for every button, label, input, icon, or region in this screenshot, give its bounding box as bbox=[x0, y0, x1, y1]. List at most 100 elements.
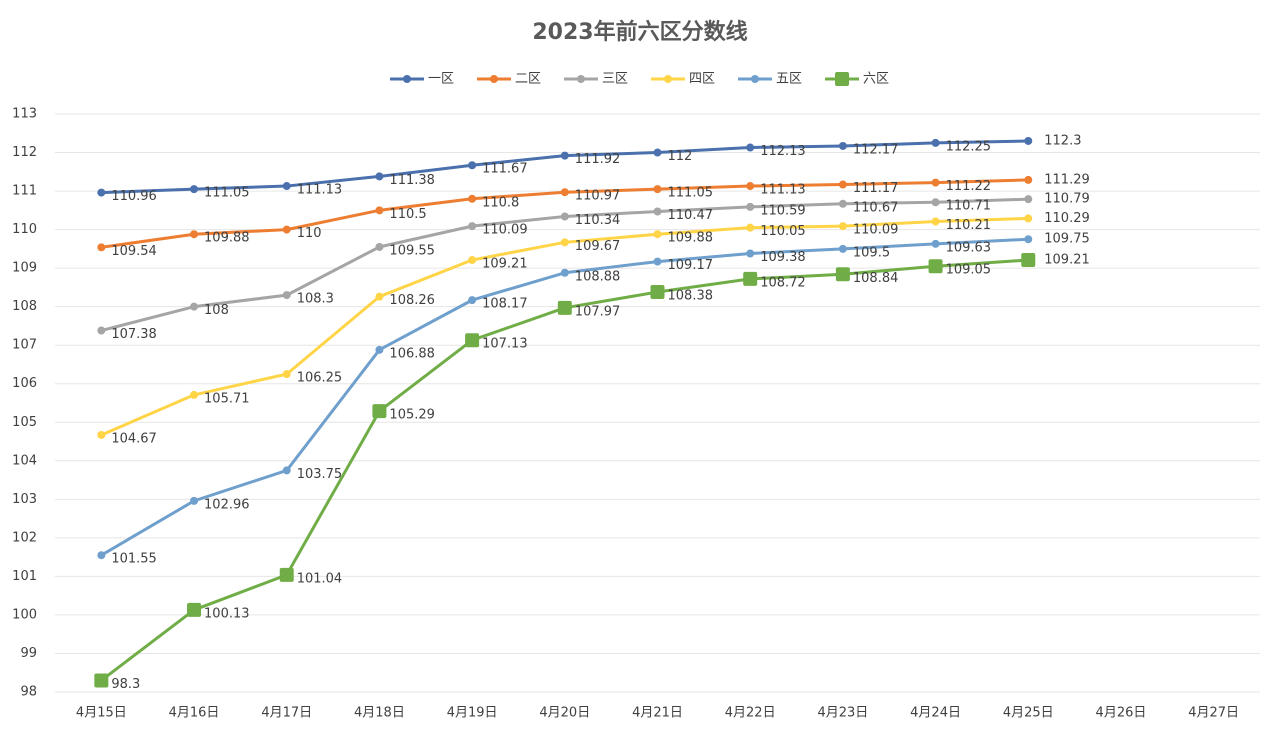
marker bbox=[468, 222, 477, 231]
data-label: 109.88 bbox=[668, 231, 714, 246]
legend-marker bbox=[403, 75, 411, 83]
x-tick-label: 4月21日 bbox=[632, 706, 683, 721]
legend-marker bbox=[751, 75, 759, 83]
data-label: 109.63 bbox=[946, 240, 992, 255]
data-label: 109.67 bbox=[575, 239, 621, 254]
x-tick-label: 4月22日 bbox=[725, 706, 776, 721]
y-tick-label: 98 bbox=[20, 685, 37, 700]
marker bbox=[931, 138, 940, 147]
marker bbox=[653, 257, 662, 266]
data-label: 106.88 bbox=[389, 346, 435, 361]
data-label: 108.84 bbox=[853, 271, 899, 286]
marker bbox=[282, 466, 291, 475]
marker bbox=[928, 259, 943, 274]
data-label: 112.13 bbox=[760, 144, 806, 159]
marker bbox=[190, 496, 199, 505]
marker bbox=[1024, 195, 1033, 204]
data-label: 110.97 bbox=[575, 189, 621, 204]
legend-item: 二区 bbox=[477, 72, 541, 87]
data-label: 111.13 bbox=[297, 183, 343, 198]
data-label: 107.38 bbox=[111, 327, 157, 342]
x-tick-label: 4月25日 bbox=[1003, 706, 1054, 721]
y-tick-label: 104 bbox=[12, 453, 37, 468]
marker bbox=[560, 268, 569, 277]
data-label: 110.96 bbox=[111, 189, 157, 204]
legend-marker bbox=[577, 75, 585, 83]
legend-label: 四区 bbox=[689, 72, 715, 87]
marker bbox=[279, 567, 294, 582]
data-label: 111.67 bbox=[482, 162, 527, 177]
marker bbox=[838, 222, 847, 231]
marker bbox=[746, 182, 755, 191]
data-label: 110.09 bbox=[482, 223, 527, 238]
data-label: 110.8 bbox=[482, 195, 519, 210]
marker bbox=[1024, 136, 1033, 145]
legend-item: 三区 bbox=[564, 72, 628, 87]
marker bbox=[187, 602, 202, 617]
marker bbox=[746, 202, 755, 211]
marker bbox=[560, 238, 569, 247]
marker bbox=[97, 551, 106, 560]
marker bbox=[653, 185, 662, 194]
data-label: 104.67 bbox=[111, 431, 157, 446]
data-label: 111.05 bbox=[204, 186, 250, 201]
y-tick-label: 100 bbox=[12, 607, 37, 622]
data-label: 112.25 bbox=[946, 139, 992, 154]
data-label: 110.29 bbox=[1044, 211, 1090, 226]
data-label: 111.13 bbox=[760, 183, 806, 198]
data-label: 110.67 bbox=[853, 200, 899, 215]
marker bbox=[560, 212, 569, 221]
marker bbox=[560, 151, 569, 160]
x-tick-label: 4月23日 bbox=[817, 706, 868, 721]
data-label: 108.17 bbox=[482, 297, 527, 312]
data-label: 110 bbox=[297, 226, 322, 241]
data-label: 108.72 bbox=[760, 275, 806, 290]
marker bbox=[97, 243, 106, 252]
marker bbox=[465, 333, 480, 348]
data-label: 100.13 bbox=[204, 606, 250, 621]
data-label: 112 bbox=[668, 149, 693, 164]
data-label: 108.3 bbox=[297, 292, 334, 307]
data-label: 110.5 bbox=[389, 207, 426, 222]
data-label: 109.55 bbox=[389, 243, 435, 258]
series: 104.67 105.71 106.25 108.26 109.21 109.67 109.… bbox=[97, 211, 1090, 446]
marker bbox=[468, 194, 477, 203]
y-tick-label: 111 bbox=[12, 184, 37, 199]
data-label: 105.29 bbox=[389, 408, 435, 423]
data-label: 110.21 bbox=[946, 218, 992, 233]
marker bbox=[94, 673, 109, 688]
marker bbox=[557, 300, 572, 315]
y-tick-label: 109 bbox=[12, 261, 37, 276]
legend-label: 三区 bbox=[602, 72, 628, 87]
marker bbox=[560, 188, 569, 197]
y-tick-label: 113 bbox=[12, 107, 37, 122]
data-label: 109.88 bbox=[204, 231, 250, 246]
data-label: 111.05 bbox=[668, 186, 714, 201]
marker bbox=[743, 271, 758, 286]
series: 107.38 108 108.3 109.55 110.09 110.34 110.47 11… bbox=[97, 192, 1090, 342]
marker bbox=[468, 256, 477, 265]
marker bbox=[97, 188, 106, 197]
marker bbox=[838, 180, 847, 189]
data-label: 111.22 bbox=[946, 179, 992, 194]
y-tick-label: 112 bbox=[12, 145, 37, 160]
data-label: 109.75 bbox=[1044, 232, 1090, 247]
legend-item: 四区 bbox=[651, 72, 715, 87]
y-tick-label: 105 bbox=[12, 415, 37, 430]
marker bbox=[931, 217, 940, 226]
legend-label: 一区 bbox=[428, 72, 454, 87]
marker bbox=[375, 172, 384, 181]
series: 98.3 100.13 101.04 105.29 107.13 107.97 108.38… bbox=[94, 253, 1090, 692]
marker bbox=[650, 285, 665, 300]
x-tick-label: 4月16日 bbox=[169, 706, 220, 721]
marker bbox=[931, 178, 940, 187]
y-tick-label: 102 bbox=[12, 530, 37, 545]
data-label: 109.38 bbox=[760, 250, 806, 265]
data-label: 111.92 bbox=[575, 152, 621, 167]
marker bbox=[468, 296, 477, 305]
series: 110.96 111.05 111.13 111.38 111.67 111.92 112 1… bbox=[97, 133, 1081, 204]
data-label: 111.29 bbox=[1044, 172, 1090, 187]
marker bbox=[838, 199, 847, 208]
marker bbox=[468, 161, 477, 170]
marker bbox=[282, 225, 291, 234]
